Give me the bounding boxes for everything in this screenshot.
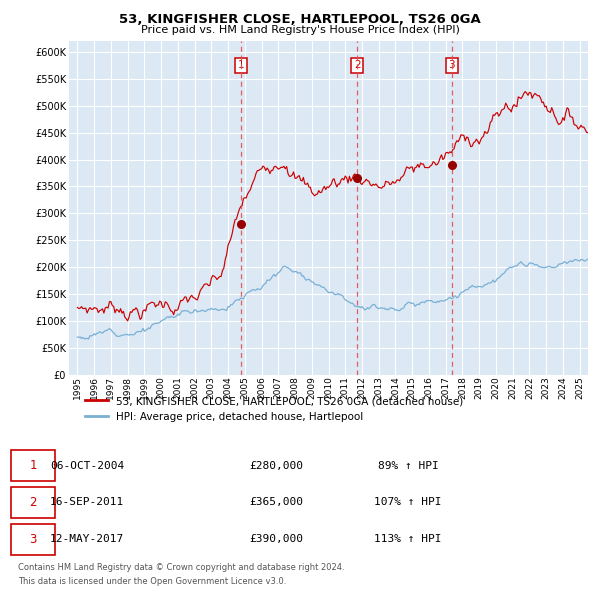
Text: 3: 3 bbox=[448, 61, 455, 70]
Text: Contains HM Land Registry data © Crown copyright and database right 2024.: Contains HM Land Registry data © Crown c… bbox=[18, 563, 344, 572]
FancyBboxPatch shape bbox=[11, 487, 55, 518]
Text: 2: 2 bbox=[354, 61, 361, 70]
Text: 3: 3 bbox=[29, 533, 37, 546]
Text: 107% ↑ HPI: 107% ↑ HPI bbox=[374, 497, 442, 507]
FancyBboxPatch shape bbox=[11, 523, 55, 555]
Text: £390,000: £390,000 bbox=[249, 534, 303, 544]
Text: 2: 2 bbox=[29, 496, 37, 509]
Text: 53, KINGFISHER CLOSE, HARTLEPOOL, TS26 0GA: 53, KINGFISHER CLOSE, HARTLEPOOL, TS26 0… bbox=[119, 13, 481, 26]
Text: 1: 1 bbox=[29, 459, 37, 472]
Legend: 53, KINGFISHER CLOSE, HARTLEPOOL, TS26 0GA (detached house), HPI: Average price,: 53, KINGFISHER CLOSE, HARTLEPOOL, TS26 0… bbox=[79, 391, 469, 427]
Text: 1: 1 bbox=[238, 61, 244, 70]
Text: £365,000: £365,000 bbox=[249, 497, 303, 507]
Text: 113% ↑ HPI: 113% ↑ HPI bbox=[374, 534, 442, 544]
Text: 06-OCT-2004: 06-OCT-2004 bbox=[50, 461, 124, 470]
Text: 16-SEP-2011: 16-SEP-2011 bbox=[50, 497, 124, 507]
Text: This data is licensed under the Open Government Licence v3.0.: This data is licensed under the Open Gov… bbox=[18, 577, 286, 586]
Text: £280,000: £280,000 bbox=[249, 461, 303, 470]
Text: Price paid vs. HM Land Registry's House Price Index (HPI): Price paid vs. HM Land Registry's House … bbox=[140, 25, 460, 35]
FancyBboxPatch shape bbox=[11, 450, 55, 481]
Text: 12-MAY-2017: 12-MAY-2017 bbox=[50, 534, 124, 544]
Text: 89% ↑ HPI: 89% ↑ HPI bbox=[377, 461, 439, 470]
